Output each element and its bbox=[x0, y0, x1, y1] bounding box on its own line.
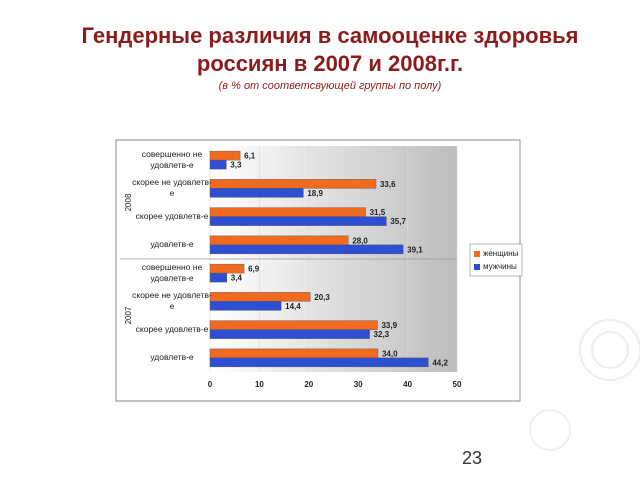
category-label: скорее удовлетв-е bbox=[135, 324, 209, 335]
value-label: 28,0 bbox=[352, 236, 368, 245]
bar bbox=[209, 301, 282, 311]
value-label: 35,7 bbox=[390, 217, 406, 226]
category-label: скорее не удовлетв-е bbox=[132, 177, 212, 199]
bar bbox=[209, 179, 377, 189]
category-label: скорее удовлетв-е bbox=[135, 211, 209, 222]
legend-swatch bbox=[474, 264, 480, 270]
decor bbox=[579, 319, 640, 381]
bar bbox=[209, 357, 429, 368]
legend-swatch bbox=[474, 251, 480, 257]
page-number: 23 bbox=[462, 448, 483, 468]
value-label: 32,3 bbox=[374, 330, 390, 339]
bar bbox=[209, 235, 349, 246]
bar bbox=[209, 348, 379, 359]
value-label: 20,3 bbox=[314, 293, 330, 302]
value-label: 31,5 bbox=[370, 208, 386, 217]
group-label: 2007 bbox=[124, 306, 133, 324]
value-label: 33,9 bbox=[381, 321, 397, 330]
bar bbox=[209, 320, 378, 330]
bar bbox=[209, 207, 366, 217]
category-label: совершенно не удовлетв-е bbox=[141, 262, 203, 284]
decor bbox=[591, 331, 629, 369]
group-label: 2008 bbox=[124, 193, 133, 211]
value-label: 14,4 bbox=[285, 302, 301, 311]
value-label: 34,0 bbox=[382, 349, 398, 358]
x-tick-label: 0 bbox=[208, 380, 213, 389]
legend-label: женщины bbox=[483, 249, 519, 258]
bar bbox=[209, 263, 245, 274]
bar bbox=[209, 216, 387, 226]
value-label: 33,6 bbox=[380, 180, 396, 189]
value-label: 6,9 bbox=[248, 265, 260, 274]
bar bbox=[209, 244, 404, 255]
x-tick-label: 20 bbox=[304, 380, 313, 389]
x-tick-label: 30 bbox=[354, 380, 363, 389]
bar bbox=[209, 329, 370, 339]
value-label: 39,1 bbox=[407, 245, 423, 254]
value-label: 3,4 bbox=[231, 274, 243, 283]
x-tick-label: 40 bbox=[403, 380, 412, 389]
x-tick-label: 50 bbox=[453, 380, 462, 389]
legend-label: мужчины bbox=[483, 262, 517, 271]
bar bbox=[209, 159, 227, 170]
category-label: удовлетв-е bbox=[150, 239, 194, 250]
value-label: 44,2 bbox=[432, 358, 448, 367]
bar bbox=[209, 272, 227, 283]
value-label: 3,3 bbox=[230, 161, 242, 170]
value-label: 6,1 bbox=[244, 152, 256, 161]
value-label: 18,9 bbox=[307, 189, 323, 198]
category-label: скорее не удовлетв-е bbox=[132, 290, 212, 312]
bar bbox=[209, 150, 241, 161]
x-tick-label: 10 bbox=[255, 380, 264, 389]
category-label: удовлетв-е bbox=[150, 352, 194, 363]
legend-box bbox=[469, 243, 523, 277]
decor bbox=[529, 409, 571, 451]
category-label: совершенно не удовлетв-е bbox=[141, 149, 203, 171]
subtitle: (в % от соответсвующей группы по полу) bbox=[218, 80, 442, 92]
bar bbox=[209, 188, 304, 198]
title: Гендерные различия в самооценке здоровья… bbox=[81, 23, 579, 76]
bar bbox=[209, 292, 311, 302]
